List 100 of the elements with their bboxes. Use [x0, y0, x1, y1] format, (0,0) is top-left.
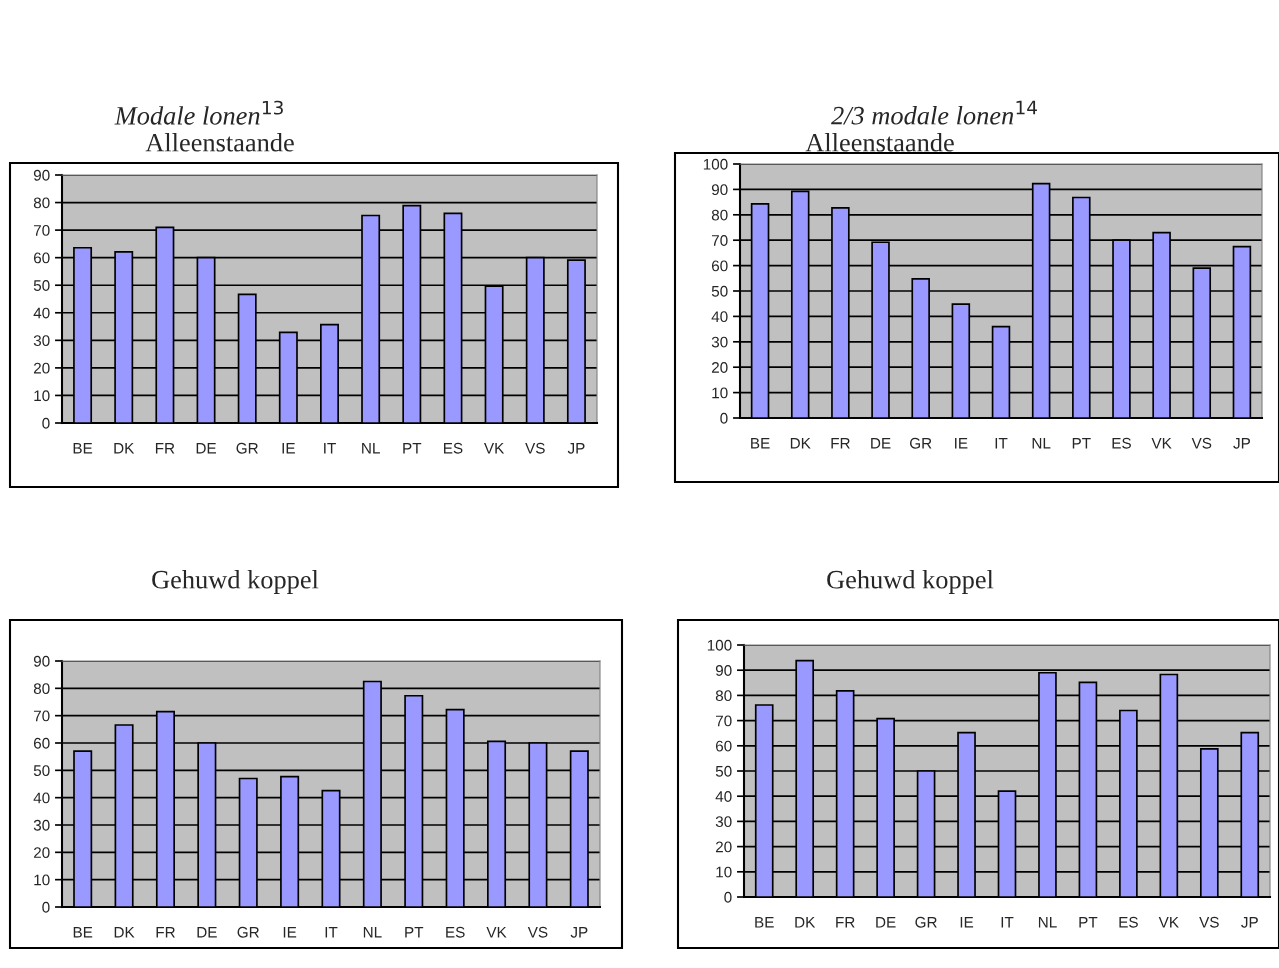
x-tick-label: VK — [1151, 438, 1172, 449]
x-tick-label: DE — [196, 443, 216, 454]
x-tick-label: GR — [236, 442, 258, 454]
y-tick-label: 80 — [715, 690, 732, 702]
x-tick-label: DE — [871, 438, 891, 449]
y-tick-label: 10 — [716, 866, 732, 878]
x-tick-label: VS — [1191, 437, 1212, 449]
chart-subtitle: Alleenstaande — [145, 133, 294, 152]
x-tick-label: PT — [1072, 438, 1091, 449]
x-tick-label: FR — [156, 927, 175, 938]
y-tick-label: 50 — [33, 280, 50, 291]
y-tick-label: 70 — [711, 235, 728, 246]
x-tick-label: IE — [282, 443, 295, 454]
x-tick-label: VK — [486, 927, 507, 938]
y-tick-label: 40 — [715, 791, 732, 802]
y-tick-label: 50 — [33, 765, 50, 777]
x-tick-label: FR — [155, 443, 175, 454]
y-tick-label: 10 — [34, 874, 50, 886]
y-tick-label: 30 — [715, 816, 732, 828]
y-tick-label: 20 — [33, 362, 50, 374]
y-tick-label: 90 — [33, 169, 50, 181]
y-tick-label: 100 — [703, 158, 728, 170]
y-tick-label: 90 — [711, 184, 728, 196]
x-tick-label: JP — [567, 443, 585, 454]
x-tick-label: ES — [1119, 916, 1138, 928]
y-tick-label: 60 — [33, 737, 50, 749]
y-tick-label: 70 — [33, 710, 50, 722]
y-tick-label: 30 — [711, 336, 728, 348]
y-tick-label: 30 — [33, 819, 50, 831]
y-tick-label: 80 — [33, 683, 50, 695]
y-tick-label: 50 — [711, 285, 728, 297]
x-tick-label: ES — [444, 442, 463, 454]
x-tick-label: DK — [114, 443, 135, 454]
x-tick-label: VS — [1199, 916, 1219, 928]
y-tick-label: 10 — [34, 390, 50, 402]
x-tick-label: DK — [114, 927, 135, 938]
x-tick-label: JP — [570, 927, 588, 938]
x-tick-label: NL — [362, 443, 380, 454]
y-tick-label: 40 — [33, 307, 50, 319]
y-tick-label: 70 — [33, 224, 50, 236]
chart-subtitle: Alleenstaande — [805, 133, 954, 152]
y-tick-label: 40 — [33, 792, 50, 804]
y-tick-label: 20 — [715, 841, 732, 853]
x-tick-label: BE — [751, 438, 770, 449]
y-tick-label: 50 — [715, 765, 732, 777]
x-tick-label: ES — [446, 926, 465, 938]
y-tick-label: 60 — [715, 740, 732, 752]
x-tick-label: GR — [237, 926, 259, 938]
x-tick-label: IT — [324, 443, 336, 454]
x-tick-label: ES — [1112, 437, 1131, 449]
x-tick-label: VK — [483, 443, 505, 454]
x-tick-label: IT — [995, 438, 1008, 449]
x-tick-label: JP — [1233, 438, 1251, 449]
y-tick-label: 0 — [42, 417, 50, 429]
y-tick-label: 30 — [33, 335, 50, 347]
x-tick-label: NL — [1032, 438, 1051, 449]
x-tick-label: IT — [325, 927, 338, 938]
x-tick-label: IE — [955, 438, 968, 449]
x-tick-label: BE — [73, 927, 93, 938]
chart-title: Gehuwd koppel — [827, 570, 994, 594]
x-tick-label: GR — [915, 916, 937, 928]
x-tick-label: PT — [403, 443, 422, 454]
x-tick-label: PT — [1079, 917, 1098, 928]
y-tick-label: 90 — [33, 655, 50, 667]
y-tick-label: 70 — [715, 715, 732, 727]
x-tick-label: VS — [525, 442, 545, 454]
x-tick-label: NL — [1038, 917, 1057, 928]
x-tick-label: JP — [1241, 917, 1258, 928]
x-tick-label: IE — [283, 927, 297, 938]
x-tick-label: NL — [363, 927, 382, 938]
x-tick-label: FR — [831, 438, 850, 449]
y-tick-label: 0 — [724, 891, 732, 903]
x-tick-label: BE — [755, 917, 774, 928]
x-tick-label: VS — [527, 926, 548, 938]
y-tick-label: 40 — [711, 311, 728, 323]
y-tick-label: 20 — [711, 362, 728, 373]
y-tick-label: 0 — [42, 901, 50, 913]
y-tick-label: 10 — [712, 387, 728, 399]
x-tick-label: BE — [73, 443, 93, 454]
y-tick-label: 100 — [707, 639, 732, 651]
x-tick-label: IE — [960, 917, 974, 928]
x-tick-label: VK — [1158, 917, 1179, 928]
x-tick-label: DK — [790, 438, 811, 449]
y-tick-label: 60 — [33, 252, 50, 264]
x-tick-label: FR — [836, 917, 855, 928]
chart-title: Modale lonen$^{13}$ — [114, 100, 283, 125]
y-tick-label: 90 — [715, 665, 732, 676]
chart-title: 2/3 modale lonen$^{14}$ — [831, 100, 1037, 125]
x-tick-label: DK — [795, 917, 816, 928]
x-tick-label: DE — [876, 917, 896, 928]
x-tick-label: DE — [197, 927, 217, 938]
y-tick-label: 80 — [711, 209, 728, 221]
y-tick-label: 80 — [33, 197, 50, 209]
x-tick-label: GR — [910, 437, 932, 449]
x-tick-label: IT — [1001, 917, 1014, 928]
y-tick-label: 60 — [711, 260, 728, 272]
y-tick-label: 20 — [33, 847, 50, 859]
y-tick-label: 0 — [720, 412, 728, 424]
chart-title: Gehuwd koppel — [152, 570, 319, 594]
x-tick-label: PT — [405, 927, 424, 938]
